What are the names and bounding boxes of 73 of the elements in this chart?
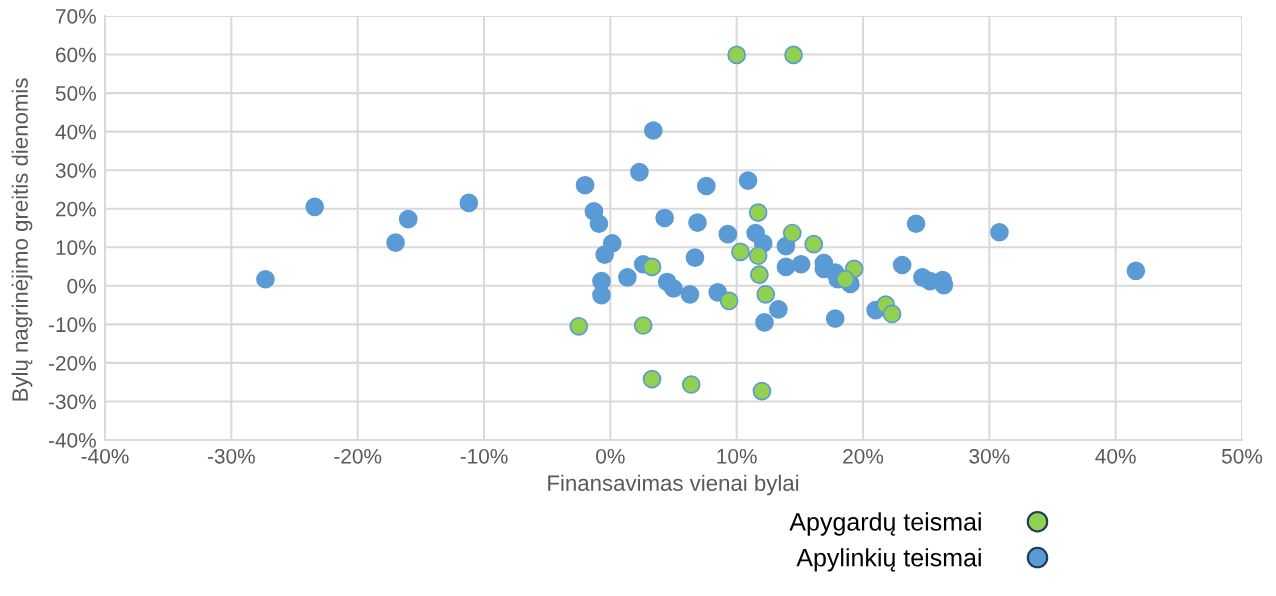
x-tick-label: -10% <box>460 448 508 464</box>
point <box>256 269 275 289</box>
x-tick-label: 30% <box>969 448 1010 464</box>
y-tick-label: -20% <box>48 355 96 371</box>
x-tick-label: 10% <box>717 448 757 464</box>
y-tick-label: 30% <box>55 163 96 178</box>
point <box>756 284 776 304</box>
point <box>752 381 772 401</box>
y-tick-label: -40% <box>48 433 96 448</box>
y-tick-label: -30% <box>48 394 96 410</box>
point <box>1126 261 1146 281</box>
point <box>305 197 325 217</box>
point <box>575 175 595 195</box>
point <box>618 267 637 287</box>
point <box>825 309 845 328</box>
x-tick-label: 0% <box>596 448 625 464</box>
legend-label: Apylinkių teismai <box>796 548 981 572</box>
point <box>776 257 796 277</box>
point <box>784 45 803 65</box>
point <box>697 176 716 196</box>
point <box>664 279 683 298</box>
point <box>882 304 902 324</box>
point <box>750 265 769 284</box>
point <box>835 269 855 289</box>
y-axis-title: Bylų nagrinėjimo greitis dienomis <box>11 78 33 401</box>
point <box>655 208 674 228</box>
point <box>748 203 768 222</box>
point <box>719 291 739 311</box>
point <box>386 233 405 252</box>
x-tick-label: -40% <box>81 448 129 464</box>
x-tick-label: 50% <box>1221 448 1263 464</box>
point <box>680 284 700 304</box>
point <box>755 313 774 332</box>
point <box>642 257 662 277</box>
point <box>769 299 788 319</box>
point <box>685 248 705 268</box>
x-tick-label: -30% <box>207 448 255 464</box>
point <box>633 316 653 335</box>
point <box>398 209 418 229</box>
point <box>731 242 750 262</box>
point <box>906 214 926 234</box>
point <box>643 121 663 140</box>
point <box>630 162 649 182</box>
y-tick-label: 40% <box>55 124 96 140</box>
legend-label: Apygardų teismai <box>789 512 981 536</box>
x-tick-label: -20% <box>334 448 382 464</box>
point <box>589 214 609 234</box>
x-tick-label: 40% <box>1095 448 1136 464</box>
y-tick-label: 20% <box>56 201 96 217</box>
y-tick-label: -10% <box>48 317 96 333</box>
point <box>990 222 1009 242</box>
point <box>681 375 701 394</box>
x-axis-title: Finansavimas vienai bylai <box>548 474 799 496</box>
point <box>569 316 589 336</box>
point <box>804 234 824 254</box>
y-tick-label: 60% <box>56 47 96 63</box>
y-tick-label: 10% <box>56 240 96 256</box>
point <box>602 234 622 253</box>
y-tick-label: 50% <box>55 86 96 101</box>
point <box>718 224 738 244</box>
point <box>791 254 811 274</box>
point <box>688 213 707 232</box>
point <box>782 223 802 243</box>
point <box>642 369 662 389</box>
point <box>727 45 747 65</box>
point <box>892 255 912 275</box>
y-tick-label: 70% <box>56 9 96 24</box>
point <box>738 171 758 190</box>
point <box>748 246 768 266</box>
point <box>592 285 611 305</box>
x-tick-label: 20% <box>843 448 884 464</box>
y-tick-label: 0% <box>67 278 96 294</box>
point <box>459 193 479 213</box>
